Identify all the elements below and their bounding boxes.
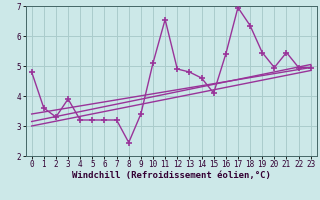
X-axis label: Windchill (Refroidissement éolien,°C): Windchill (Refroidissement éolien,°C): [72, 171, 271, 180]
